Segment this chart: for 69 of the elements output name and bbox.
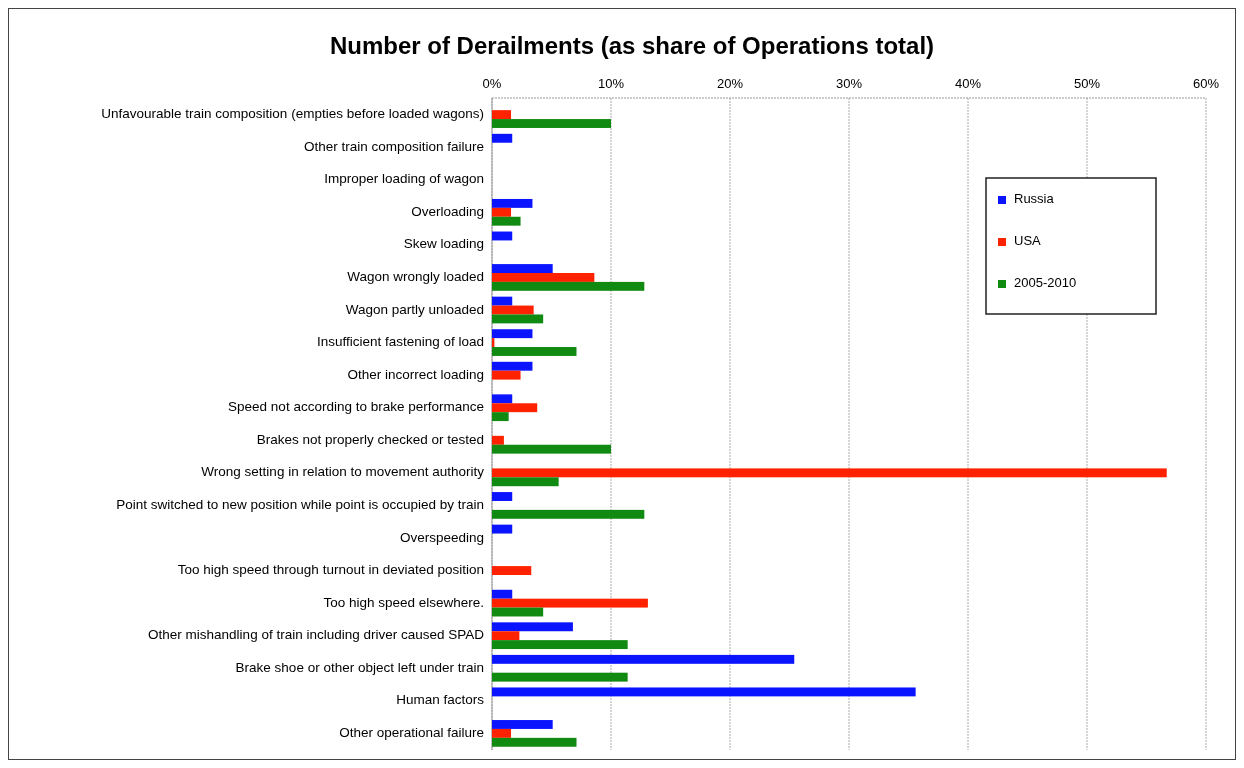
bar xyxy=(492,394,513,404)
bar xyxy=(492,110,512,120)
bar xyxy=(492,207,512,217)
bar xyxy=(492,720,553,729)
y-tick-label: Point switched to new position while point is occupied by train xyxy=(116,496,484,512)
y-tick-label: Other operational failure xyxy=(339,724,484,740)
bar xyxy=(492,737,577,747)
bar xyxy=(492,468,1167,478)
bar xyxy=(492,687,916,697)
bar xyxy=(492,347,577,356)
bar xyxy=(492,133,513,143)
y-tick-label: Improper loading of wagon xyxy=(324,171,484,187)
y-tick-label: Overloading xyxy=(411,203,484,219)
bar xyxy=(492,329,533,339)
bar xyxy=(492,314,544,324)
y-tick-label: Speed not according to brake performance xyxy=(228,399,484,415)
bar xyxy=(492,640,628,650)
x-tick-label: 20% xyxy=(716,76,744,91)
bar xyxy=(492,370,521,380)
bar xyxy=(492,198,533,208)
bar xyxy=(492,477,559,487)
y-tick-label: Other incorrect loading xyxy=(347,366,484,382)
bar xyxy=(492,361,533,371)
bar xyxy=(492,281,645,291)
y-tick-label: Wrong setting in relation to movement authority xyxy=(201,464,485,480)
y-tick-label: Unfavourable train composition (empties before loaded wagons) xyxy=(101,106,484,122)
x-tick-label: 10% xyxy=(597,76,625,91)
legend-label: 2005-2010 xyxy=(1014,275,1077,291)
bar xyxy=(492,589,513,599)
y-tick-label: Other train composition failure xyxy=(303,138,484,154)
x-tick-label: 0% xyxy=(482,76,502,91)
y-tick-label: Too high speed elsewhere. xyxy=(323,594,484,610)
bar xyxy=(492,412,509,422)
bar xyxy=(492,622,573,632)
bar xyxy=(492,444,611,454)
y-tick-label: Skew loading xyxy=(403,236,484,252)
y-tick-label: Overspeeding xyxy=(399,529,484,545)
y-tick-label: Wagon partly unloaded xyxy=(345,301,484,317)
y-tick-label: Insufficient fastening of load xyxy=(316,334,484,350)
x-tick-label: 30% xyxy=(835,76,863,91)
legend-label: USA xyxy=(1014,233,1042,249)
bar xyxy=(492,296,513,306)
x-tick-label: 50% xyxy=(1073,76,1101,91)
bar xyxy=(492,119,611,128)
bar xyxy=(492,728,512,738)
bar xyxy=(492,216,521,226)
y-tick-label: Other mishandling of train including driver caused SPAD xyxy=(148,627,485,643)
y-tick-label: Wagon wrongly loaded xyxy=(347,269,484,285)
bar xyxy=(492,403,538,413)
y-tick-label: Too high speed through turnout in deviated position xyxy=(177,562,484,578)
bar xyxy=(492,524,513,534)
bar xyxy=(492,509,645,519)
bar xyxy=(492,492,513,501)
bar xyxy=(492,305,534,315)
chart-title: Number of Derailments (as share of Operations total) xyxy=(329,32,935,59)
bar xyxy=(492,264,553,273)
y-tick-label: Human factors xyxy=(396,692,485,708)
bar xyxy=(492,435,504,445)
bar xyxy=(492,273,595,282)
bar xyxy=(492,598,648,608)
bar xyxy=(492,631,520,641)
legend-label: Russia xyxy=(1014,191,1055,207)
bar xyxy=(492,566,532,575)
y-tick-label: Brakes not properly checked or tested xyxy=(256,431,484,447)
bar xyxy=(492,654,795,664)
x-tick-label: 40% xyxy=(954,76,982,91)
x-tick-label: 60% xyxy=(1192,76,1220,91)
bar xyxy=(492,672,628,682)
y-tick-label: Brake shoe or other object left under train xyxy=(235,659,484,675)
